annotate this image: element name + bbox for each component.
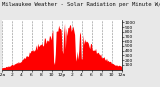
Text: Milwaukee Weather - Solar Radiation per Minute W/m² (Last 24 Hours): Milwaukee Weather - Solar Radiation per …	[2, 1, 160, 7]
